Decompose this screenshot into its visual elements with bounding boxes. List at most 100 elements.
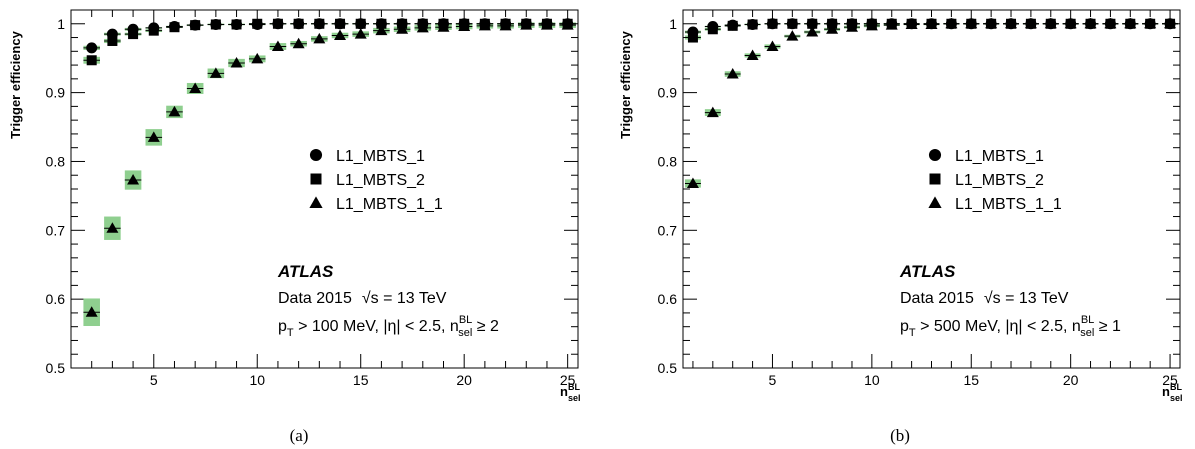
y-tick-label: 0.7 <box>46 222 66 238</box>
data-point-square <box>314 18 325 29</box>
legend-label: L1_MBTS_1_1 <box>336 196 443 213</box>
data-point-triangle <box>1064 17 1077 29</box>
legend-label: L1_MBTS_1 <box>336 148 425 165</box>
y-tick-label: 0.9 <box>658 85 678 101</box>
data-point-square <box>747 19 758 30</box>
legend-entry: L1_MBTS_1 <box>928 148 1044 165</box>
data-point-triangle <box>786 30 799 41</box>
data-point-square <box>190 20 201 31</box>
plot-frame <box>682 9 1181 369</box>
data-point-triangle <box>746 49 759 60</box>
data-point-triangle <box>230 57 243 68</box>
legend-entry: L1_MBTS_1 <box>309 148 425 165</box>
y-tick-label: 1 <box>669 16 677 32</box>
panel-a-caption: (a) <box>290 426 309 445</box>
info-pt-T: T <box>909 327 916 339</box>
data-point-triangle <box>945 17 958 29</box>
data-point-triangle <box>147 131 160 142</box>
data-point-triangle <box>354 28 367 39</box>
legend-entry: L1_MBTS_2 <box>929 172 1044 189</box>
x-tick-label: 15 <box>963 372 979 388</box>
data-point-square <box>169 22 180 33</box>
legend-entry: L1_MBTS_1_1 <box>309 196 443 213</box>
data-point-square <box>767 18 778 29</box>
data-point-triangle <box>925 18 938 29</box>
data-point-square <box>707 24 718 35</box>
data-point-triangle <box>1144 17 1157 29</box>
info-n-threshold: ≥ 2 <box>472 318 499 335</box>
atlas-label: ATLAS <box>277 262 334 281</box>
data-point-square <box>355 18 366 29</box>
data-point-square <box>335 18 346 29</box>
data-point-triangle <box>189 82 202 93</box>
data-point-triangle <box>766 40 779 51</box>
y-axis-title: Trigger efficiency <box>8 30 23 138</box>
data-point-triangle <box>1005 17 1018 29</box>
data-point-triangle <box>375 24 388 36</box>
data-point-square <box>128 29 139 40</box>
data-point-triangle <box>396 23 409 34</box>
x-tick-label: 10 <box>249 372 265 388</box>
info-sqrt-s: √s <box>362 290 379 307</box>
info-sqrt-s: √s <box>984 290 1001 307</box>
data-point-triangle <box>437 21 450 32</box>
data-point-triangle <box>416 21 429 33</box>
info-n-sub: sel <box>458 327 472 339</box>
data-point-square <box>376 18 387 29</box>
y-tick-label: 0.6 <box>658 291 678 307</box>
data-point-triangle <box>540 19 553 30</box>
legend-label: L1_MBTS_2 <box>955 172 1044 189</box>
info-line-1: Data 2015 √s = 13 TeV <box>900 290 1069 307</box>
data-point-triangle <box>499 19 512 31</box>
data-point-triangle <box>292 37 305 49</box>
data-point-square <box>272 18 283 29</box>
data-point-triangle <box>1164 17 1177 29</box>
y-tick-label: 1 <box>57 16 65 32</box>
x-tick-label: 25 <box>560 372 576 388</box>
data-point-square <box>148 25 159 36</box>
data-point-triangle <box>885 19 898 30</box>
data-point-triangle <box>334 29 347 40</box>
data-point-square <box>210 19 221 30</box>
legend-marker-square <box>929 173 941 185</box>
data-point-square <box>231 19 242 30</box>
data-point-triangle <box>686 177 699 188</box>
data-point-triangle <box>726 68 739 79</box>
data-point-triangle <box>806 26 819 37</box>
data-point-triangle <box>905 18 918 29</box>
info-pt-p: p <box>278 318 287 335</box>
y-tick-label: 0.7 <box>658 222 678 238</box>
data-point-square <box>252 18 263 29</box>
info-line-2: pT > 100 MeV, |η| < 2.5, nBL sel ≥ 2 <box>278 314 499 339</box>
data-point-square <box>293 18 304 29</box>
legend-marker-triangle <box>928 196 942 208</box>
data-point-triangle <box>706 106 719 118</box>
legend-marker-circle <box>309 148 323 162</box>
data-point-triangle <box>985 17 998 29</box>
data-point-triangle <box>313 32 326 44</box>
data-point-triangle <box>1044 17 1057 29</box>
data-point-circle <box>86 42 98 54</box>
legend-label: L1_MBTS_1_1 <box>955 196 1062 213</box>
info-cuts: > 100 MeV, |η| < 2.5, n <box>294 318 459 335</box>
x-axis-title-sub: sel <box>568 393 581 403</box>
x-tick-label: 20 <box>456 372 472 388</box>
info-energy: = 13 TeV <box>379 290 447 307</box>
y-tick-label: 0.5 <box>46 360 66 376</box>
info-line-2: pT > 500 MeV, |η| < 2.5, nBL sel ≥ 1 <box>900 314 1121 339</box>
x-tick-label: 25 <box>1162 372 1178 388</box>
data-point-triangle <box>865 19 878 31</box>
data-point-triangle <box>478 19 491 31</box>
info-n-sup: BL <box>1081 314 1094 326</box>
data-point-triangle <box>1124 17 1137 29</box>
data-point-triangle <box>1084 17 1097 29</box>
data-point-triangle <box>845 21 858 32</box>
data-point-triangle <box>520 19 533 30</box>
data-point-square <box>86 55 97 66</box>
data-point-triangle <box>168 105 181 117</box>
data-point-triangle <box>1104 17 1117 29</box>
